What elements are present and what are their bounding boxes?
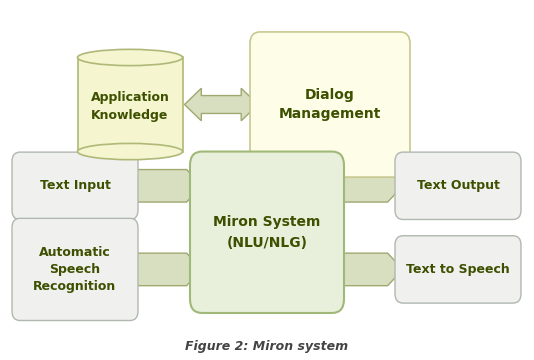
Text: Application
Knowledge: Application Knowledge: [91, 91, 169, 122]
Text: Text Input: Text Input: [40, 179, 111, 192]
Polygon shape: [332, 170, 403, 202]
Text: Automatic
Speech
Recognition: Automatic Speech Recognition: [33, 246, 116, 293]
Bar: [77, 58, 183, 152]
FancyBboxPatch shape: [190, 152, 344, 313]
Polygon shape: [271, 139, 303, 166]
Ellipse shape: [77, 49, 183, 66]
Polygon shape: [332, 253, 403, 286]
FancyBboxPatch shape: [250, 32, 410, 177]
Text: Figure 2: Miron system: Figure 2: Miron system: [185, 339, 349, 352]
Text: Dialog
Management: Dialog Management: [279, 88, 381, 121]
FancyBboxPatch shape: [395, 236, 521, 303]
Polygon shape: [231, 166, 263, 192]
Polygon shape: [130, 253, 202, 286]
Text: Text to Speech: Text to Speech: [406, 263, 510, 276]
FancyBboxPatch shape: [12, 152, 138, 220]
Text: Text Output: Text Output: [417, 179, 499, 192]
Polygon shape: [185, 88, 258, 121]
Text: Miron System
(NLU/NLG): Miron System (NLU/NLG): [213, 215, 321, 249]
Ellipse shape: [77, 143, 183, 160]
FancyBboxPatch shape: [12, 218, 138, 320]
Polygon shape: [130, 170, 202, 202]
FancyBboxPatch shape: [395, 152, 521, 220]
